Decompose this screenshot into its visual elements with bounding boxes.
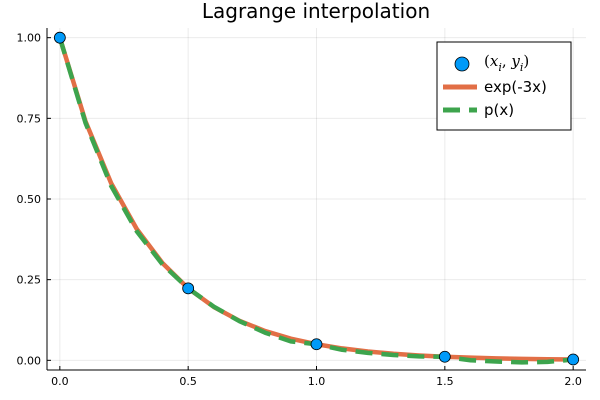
legend-label: (xi, yi) [484, 52, 529, 74]
data-point [567, 353, 580, 366]
axes: 0.0 0.5 1.0 1.5 2.0 0.00 0.25 0.50 0.75 1.00 [17, 28, 586, 388]
data-point [182, 282, 195, 295]
x-tick-label: 1.0 [308, 375, 326, 388]
x-tick-label: 1.5 [436, 375, 454, 388]
chart-title: Lagrange interpolation [202, 0, 430, 23]
y-tick-label: 0.75 [17, 112, 42, 125]
data-point [53, 31, 66, 44]
data-point [310, 338, 323, 351]
y-tick-label: 0.50 [17, 193, 42, 206]
legend-label: p(x) [484, 101, 514, 119]
data-point [438, 350, 451, 363]
x-tick-label: 2.0 [564, 375, 582, 388]
y-tick-label: 0.00 [17, 354, 42, 367]
y-tick-label: 0.25 [17, 274, 42, 287]
legend-label: exp(-3x) [484, 78, 547, 96]
plot-area [53, 31, 580, 366]
legend: (xi, yi) exp(-3x) p(x) [436, 41, 572, 131]
x-tick-label: 0.0 [51, 375, 69, 388]
y-tick-label: 1.00 [17, 32, 42, 45]
x-tick-label: 0.5 [179, 375, 197, 388]
legend-swatch [454, 56, 470, 72]
